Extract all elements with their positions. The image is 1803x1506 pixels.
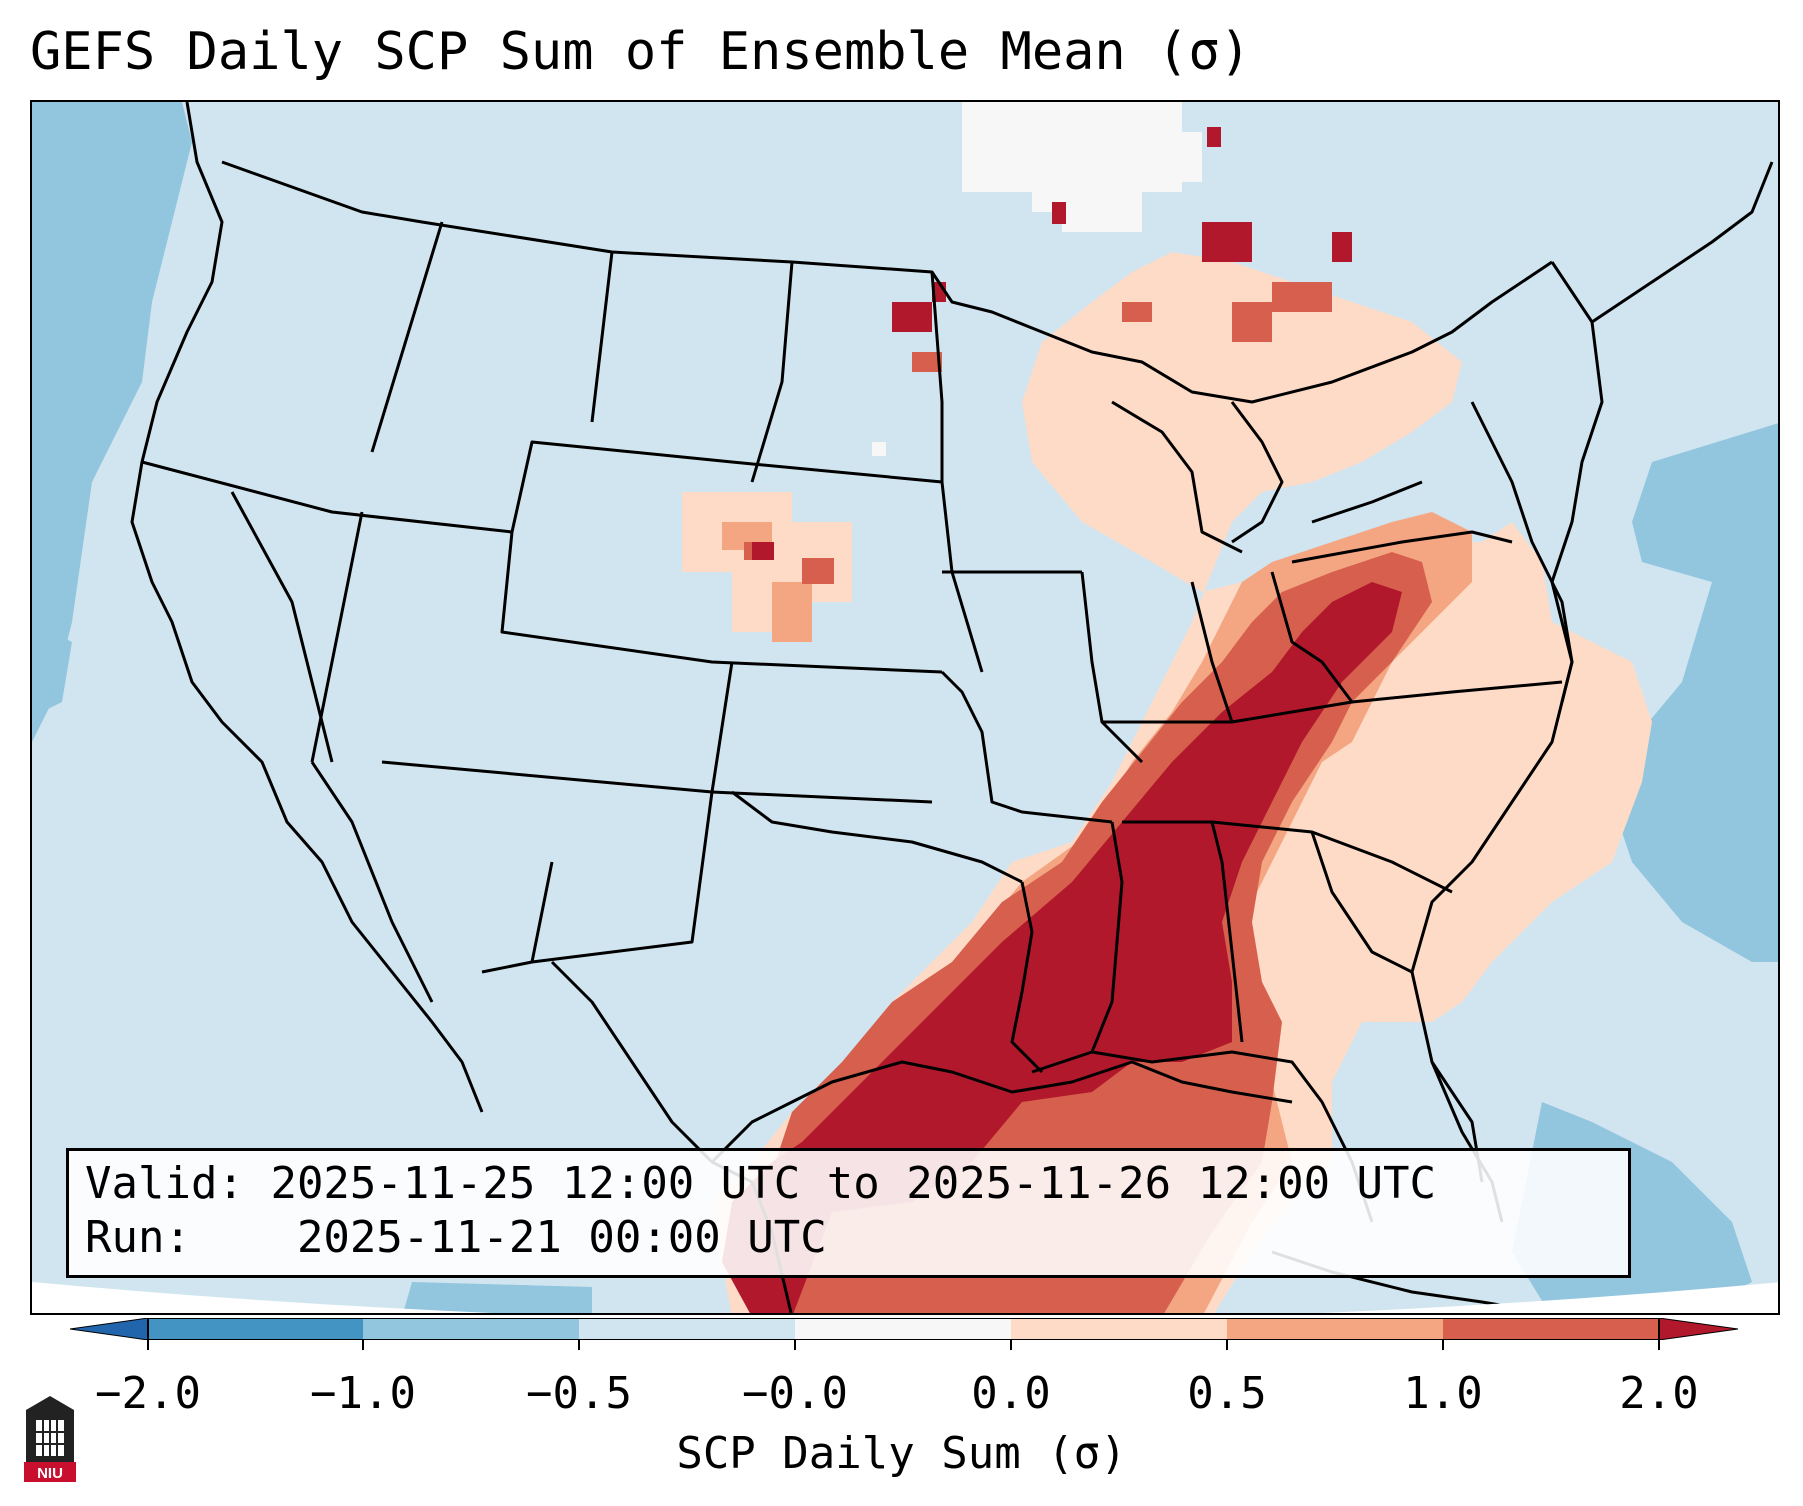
run-value: 2025-11-21 00:00 UTC — [296, 1212, 827, 1263]
colorbar-segment — [1227, 1318, 1443, 1340]
pacific-anomaly — [32, 102, 192, 742]
tick-mark — [1010, 1340, 1012, 1350]
tick-mark — [1658, 1340, 1660, 1350]
colorbar-segment — [1011, 1318, 1227, 1340]
colorbar-segment — [148, 1318, 363, 1340]
projection-edge — [32, 1282, 1778, 1313]
tick-label: 0.5 — [1187, 1368, 1267, 1419]
tick-mark — [1442, 1340, 1444, 1350]
valid-label: Valid: — [85, 1158, 244, 1209]
tick-mark — [147, 1340, 149, 1350]
tick-label: 2.0 — [1619, 1368, 1699, 1419]
valid-value: 2025-11-25 12:00 UTC to 2025-11-26 12:00… — [270, 1158, 1437, 1209]
tick-label: −2.0 — [95, 1368, 201, 1419]
svg-text:NIU: NIU — [37, 1465, 63, 1482]
colorbar-label: SCP Daily Sum (σ) — [676, 1428, 1127, 1479]
valid-run-box: Valid: 2025-11-25 12:00 UTC to 2025-11-2… — [66, 1148, 1631, 1278]
niu-logo: NIU — [24, 1396, 76, 1482]
tick-label: −1.0 — [310, 1368, 416, 1419]
near-zero-patch — [872, 102, 1202, 456]
positive-core-region — [722, 582, 1402, 1313]
colorbar — [70, 1318, 1738, 1340]
atlantic-anomaly — [1612, 423, 1778, 962]
colorbar-extend-high — [1658, 1318, 1738, 1340]
colorbar-extend-low — [70, 1318, 149, 1340]
tick-mark — [578, 1340, 580, 1350]
colorbar-segment — [1443, 1318, 1659, 1340]
tick-label: −0.5 — [526, 1368, 632, 1419]
tick-label: −0.0 — [742, 1368, 848, 1419]
tick-label: 1.0 — [1403, 1368, 1483, 1419]
figure-title: GEFS Daily SCP Sum of Ensemble Mean (σ) — [30, 22, 1251, 82]
colorbar-segment — [579, 1318, 795, 1340]
colorbar-segment — [795, 1318, 1011, 1340]
tick-mark — [1226, 1340, 1228, 1350]
tick-mark — [794, 1340, 796, 1350]
colorbar-ticks: −2.0 −1.0 −0.5 −0.0 0.0 0.5 1.0 2.0 — [0, 1340, 1803, 1420]
scattered-max-cells — [752, 127, 1352, 560]
map-panel[interactable] — [30, 100, 1780, 1315]
tick-label: 0.0 — [971, 1368, 1051, 1419]
run-label: Run: — [85, 1212, 191, 1263]
map-canvas — [32, 102, 1778, 1313]
colorbar-segment — [363, 1318, 579, 1340]
tick-mark — [362, 1340, 364, 1350]
